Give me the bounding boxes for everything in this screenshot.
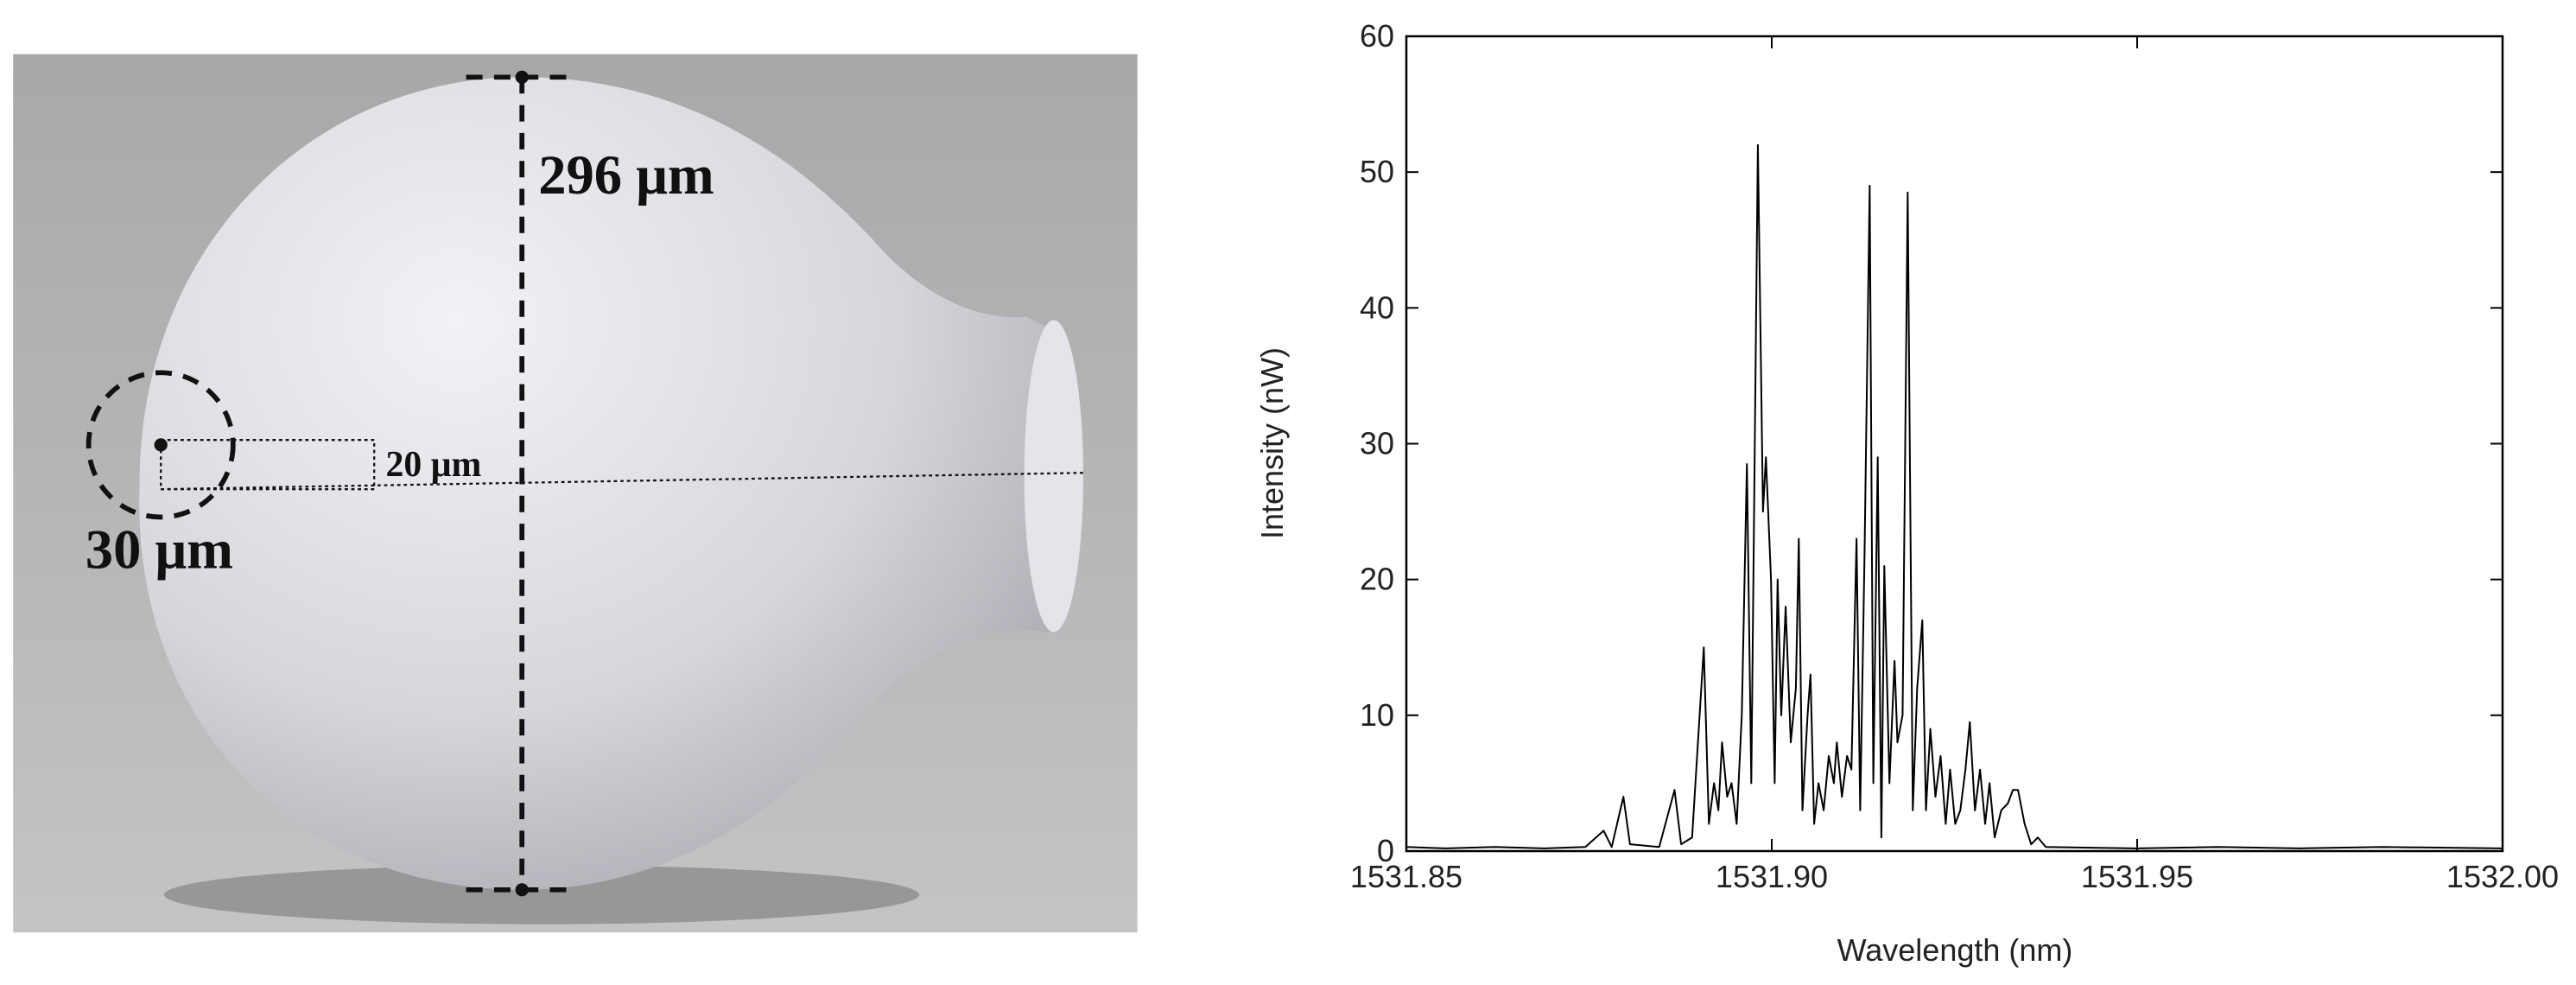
y-tick-label: 60	[1360, 18, 1394, 54]
figure: 296 μm 20 μm 30 μm	[13, 54, 1138, 933]
line	[1405, 143, 2503, 849]
y-axis-label: Intensity (nW)	[1254, 347, 1290, 539]
annotation: 30 μm	[86, 518, 233, 580]
y-tick-label: 10	[1360, 697, 1394, 733]
x-tick-label: 1531.90	[1716, 859, 1828, 894]
annotation: 296 μm	[538, 143, 714, 206]
dot	[154, 438, 168, 452]
bulb	[139, 77, 1051, 890]
y-tick-label: 50	[1360, 154, 1394, 189]
y-tick-label: 0	[1377, 833, 1394, 868]
annotations	[86, 74, 1084, 893]
dot	[515, 883, 529, 897]
y-tick-label: 40	[1360, 289, 1394, 325]
shadow	[164, 865, 920, 925]
y-tick-label: 20	[1360, 562, 1394, 597]
chart: Wavelength (nm) Intensity (nW) 1531.85 15…	[1254, 18, 2559, 968]
x-axis-label: Wavelength (nm)	[1837, 932, 2073, 968]
x-tick-label: 1531.85	[1350, 859, 1462, 894]
end-cap	[1024, 320, 1084, 632]
dot	[515, 70, 529, 84]
plot-frame	[1405, 35, 2504, 853]
y-tick-label: 30	[1360, 426, 1394, 461]
x-tick-label: 1531.95	[2081, 859, 2193, 894]
annotation: 20 μm	[386, 445, 482, 485]
x-tick-label: 1532.00	[2446, 859, 2559, 894]
